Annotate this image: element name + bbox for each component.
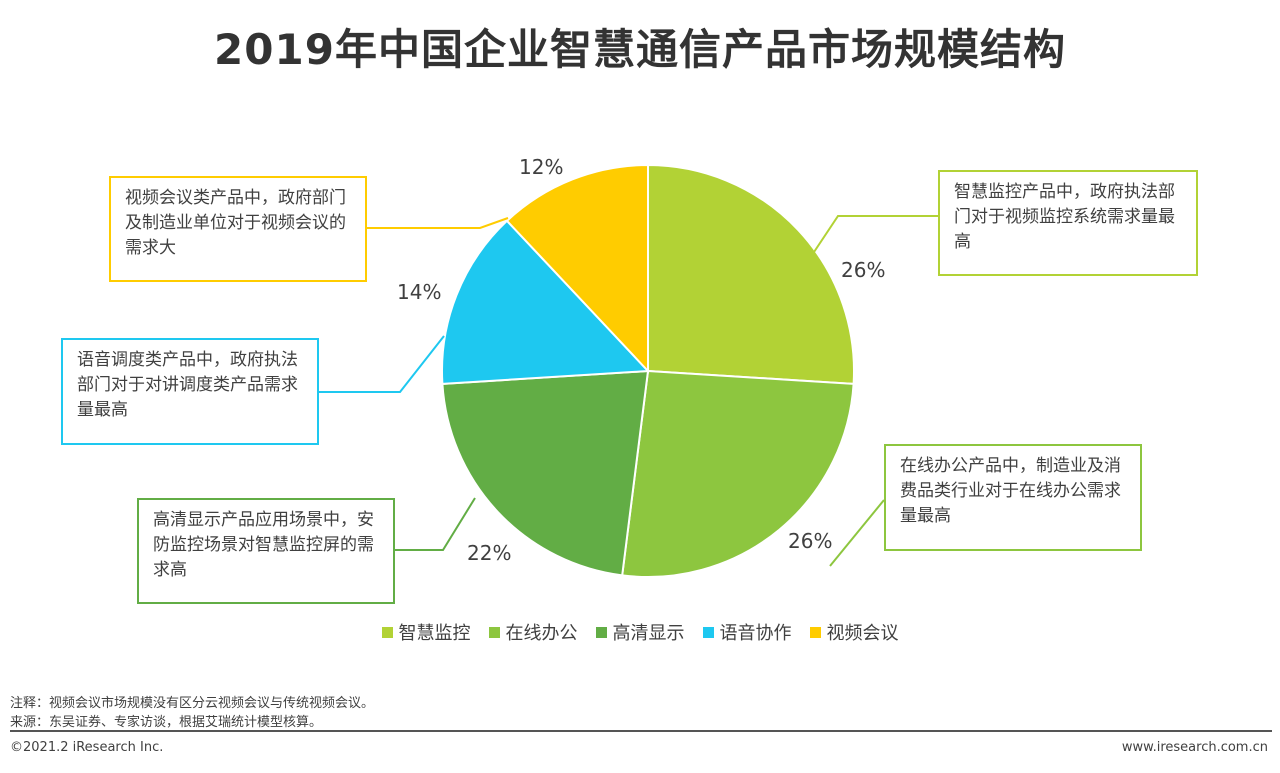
slice-video-conf [505,163,649,374]
callout-smart-monitoring: 智慧监控产品中，政府执法部门对于视频监控系统需求量最高 [938,170,1198,276]
legend-label: 高清显示 [612,623,685,644]
leader-online-office [829,499,885,567]
footnote-note: 注释：视频会议市场规模没有区分云视频会议与传统视频会议。 [10,696,375,711]
leader-video-conf [367,217,509,229]
chart-title: 2019年中国企业智慧通信产品市场规模结构 [214,25,1066,74]
slice-voice-collab [441,219,651,385]
slice-label-video-conf: 12% [519,155,564,179]
legend-swatch [702,626,714,638]
callout-voice-collab: 语音调度类产品中，政府执法部门对于对讲调度类产品需求量最高 [61,338,319,445]
callout-video-conf: 视频会议类产品中，政府部门及制造业单位对于视频会议的需求大 [109,176,367,282]
slice-hd-display [441,369,650,577]
legend-label: 视频会议 [826,623,899,644]
slice-label-voice-collab: 14% [397,280,442,304]
copyright: ©2021.2 iResearch Inc. [10,740,164,755]
legend-item-voice-collab: 语音协作 [702,619,792,645]
legend: 智慧监控 在线办公 高清显示 语音协作 视频会议 [0,619,1280,645]
callout-online-office: 在线办公产品中，制造业及消费品类行业对于在线办公需求量最高 [884,444,1142,551]
slice-label-hd-display: 22% [467,541,512,565]
legend-item-online-office: 在线办公 [488,619,578,645]
slice-label-smart-monitoring: 26% [841,258,886,282]
legend-label: 智慧监控 [398,623,471,644]
leader-smart-monitoring [811,215,938,256]
website-link[interactable]: www.iresearch.com.cn [1121,740,1268,755]
slice-online-office [621,369,855,578]
legend-swatch [381,626,393,638]
callout-hd-display: 高清显示产品应用场景中，安防监控场景对智慧监控屏的需求高 [137,498,395,604]
slice-smart-monitoring [647,163,855,385]
footer-divider [10,730,1272,732]
footnote-source: 来源：东吴证券、专家访谈，根据艾瑞统计模型核算。 [10,715,323,730]
legend-label: 在线办公 [505,623,578,644]
legend-swatch [595,626,607,638]
legend-item-hd-display: 高清显示 [595,619,685,645]
legend-swatch [809,626,821,638]
legend-label: 语音协作 [719,623,792,644]
legend-item-video-conf: 视频会议 [809,619,899,645]
leader-voice-collab [319,335,445,393]
legend-swatch [488,626,500,638]
legend-item-smart-monitoring: 智慧监控 [381,619,471,645]
leader-hd-display [395,497,476,551]
slice-label-online-office: 26% [788,529,833,553]
